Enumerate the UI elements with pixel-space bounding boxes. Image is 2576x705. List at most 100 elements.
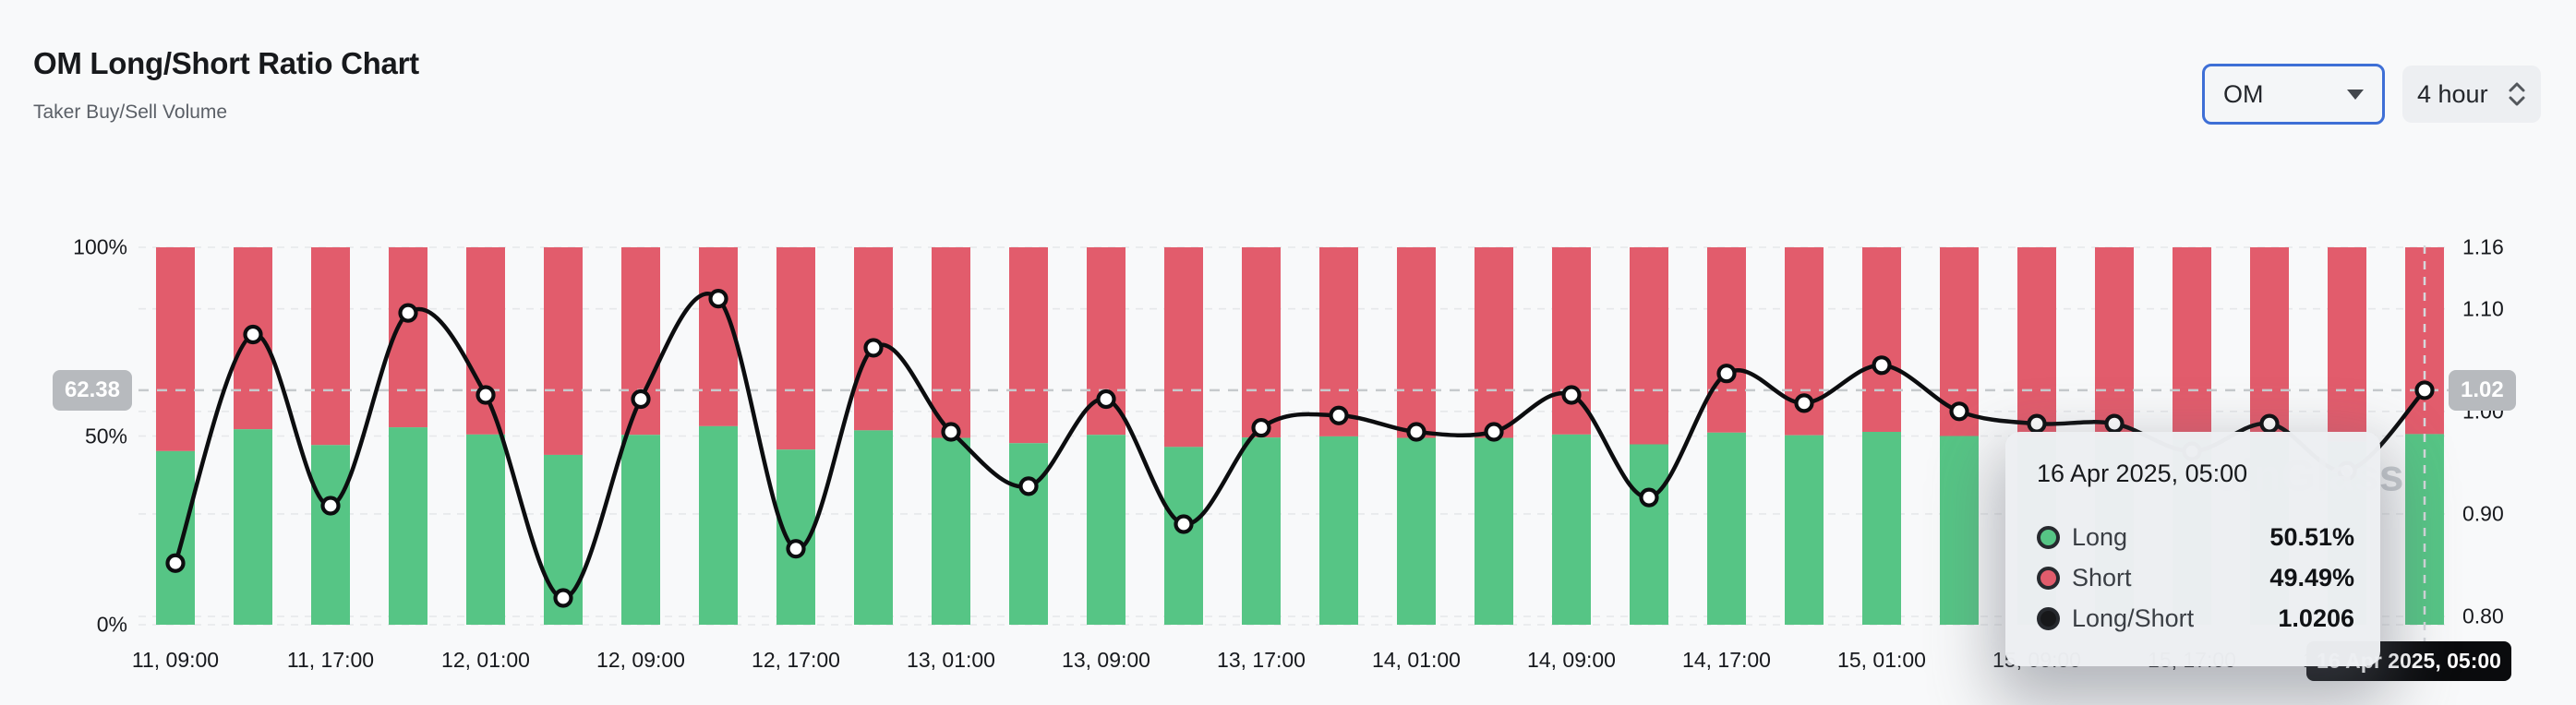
chevron-up-down-icon [2508, 81, 2526, 107]
y-axis-label-right: 1.10 [2462, 296, 2504, 321]
chart-tooltip: 16 Apr 2025, 05:00 Long 50.51% Short 49.… [2005, 432, 2380, 666]
bar-long [1087, 435, 1125, 625]
ratio-dot [1096, 388, 1116, 410]
ratio-dot [243, 324, 263, 345]
ratio-dot [1174, 514, 1194, 534]
page-subtitle: Taker Buy/Sell Volume [33, 102, 228, 123]
x-axis-label: 11, 09:00 [131, 648, 220, 672]
short-dot-icon [2037, 566, 2060, 590]
ratio-dot [475, 385, 496, 405]
bar-short [2250, 247, 2289, 437]
y-axis-label-right: 0.80 [2462, 603, 2504, 628]
tooltip-row-value: 1.0206 [2278, 603, 2354, 632]
bar-short [1475, 247, 1513, 438]
ratio-dot [2104, 413, 2125, 434]
y-axis-label-left: 50% [84, 424, 127, 448]
ratio-dot [2027, 413, 2047, 434]
tooltip-row-value: 49.49% [2269, 563, 2354, 591]
x-axis-label: 14, 09:00 [1527, 648, 1616, 672]
bar-short [2173, 247, 2211, 440]
crosshair-left-badge: 62.38 [52, 370, 132, 411]
ratio-dot [1484, 422, 1504, 442]
bar-short [1630, 247, 1668, 445]
ratio-dot [1329, 405, 1349, 425]
tooltip-row-label: Long [2072, 522, 2128, 551]
x-axis-label: 14, 01:00 [1372, 648, 1461, 672]
ratio-dot [2259, 413, 2280, 434]
bar-long [1164, 447, 1203, 625]
x-axis-label: 12, 01:00 [441, 648, 530, 672]
tooltip-row-ratio: Long/Short 1.0206 [2037, 598, 2354, 639]
bar-short [932, 247, 970, 438]
bar-short [776, 247, 815, 450]
ratio-dot [1406, 422, 1426, 442]
caret-down-icon [2347, 89, 2364, 100]
ratio-dot [1251, 417, 1271, 438]
ratio-dot [708, 288, 728, 309]
bar-short [1164, 247, 1203, 448]
bar-long [621, 435, 660, 625]
symbol-select[interactable]: OM [2202, 64, 2385, 125]
x-axis-label: 13, 09:00 [1062, 648, 1150, 672]
tooltip-row-short: Short 49.49% [2037, 557, 2354, 598]
x-axis-label: 14, 17:00 [1682, 648, 1771, 672]
tooltip-row-long: Long 50.51% [2037, 517, 2354, 557]
ratio-dot [1794, 393, 1814, 413]
page-title: OM Long/Short Ratio Chart [33, 46, 419, 80]
bar-long [1630, 444, 1668, 625]
interval-select[interactable]: 4 hour [2402, 66, 2541, 123]
tooltip-rows: Long 50.51% Short 49.49% Long/Short 1.02… [2037, 517, 2354, 639]
bar-long [1785, 435, 1824, 625]
y-axis-label-right: 0.90 [2462, 501, 2504, 526]
bar-short [1319, 247, 1358, 436]
ratio-dot [1872, 355, 1892, 376]
y-axis-label-right: 1.16 [2462, 234, 2504, 259]
y-axis-label-left: 100% [73, 234, 127, 259]
bar-short [2017, 247, 2056, 437]
x-axis-label: 15, 01:00 [1837, 648, 1926, 672]
tooltip-row-label: Short [2072, 563, 2132, 591]
bar-short [544, 247, 583, 455]
tooltip-row-label: Long/Short [2072, 603, 2195, 632]
bar-short [2328, 247, 2366, 442]
bar-long [389, 427, 427, 625]
bar-long [156, 450, 195, 625]
bar-short [2095, 247, 2134, 437]
ratio-dot [553, 588, 573, 608]
x-axis-label: 12, 17:00 [752, 648, 840, 672]
bar-long [1009, 443, 1048, 625]
long-dot-icon [2037, 525, 2060, 549]
bar-long [1319, 436, 1358, 625]
bar-short [1009, 247, 1048, 444]
bar-long [1862, 432, 1901, 625]
bar-long [234, 429, 272, 625]
ratio-dot [165, 553, 186, 573]
ratio-dot [631, 388, 651, 410]
ratio-dot [1716, 364, 1737, 384]
bar-long [854, 430, 893, 625]
ratio-dot [786, 539, 806, 559]
bar-short [1862, 247, 1901, 433]
tooltip-date: 16 Apr 2025, 05:00 [2037, 460, 2248, 487]
bar-long [466, 434, 505, 625]
symbol-select-value: OM [2223, 79, 2264, 108]
bar-short [1242, 247, 1281, 438]
interval-select-value: 4 hour [2417, 79, 2488, 108]
bar-short [466, 247, 505, 435]
long-short-dot-icon [2037, 606, 2060, 630]
ratio-dot [1018, 476, 1039, 496]
ratio-dot [2414, 380, 2435, 400]
bar-long [699, 425, 738, 625]
bar-long [932, 437, 970, 625]
ratio-dot [1949, 401, 1969, 422]
crosshair-right-badge: 1.02 [2449, 370, 2516, 411]
ratio-dot [320, 496, 341, 516]
ratio-dot [941, 422, 961, 442]
bar-long [1397, 437, 1436, 625]
bar-short [311, 247, 350, 446]
x-axis-label: 12, 09:00 [596, 648, 685, 672]
bar-short [699, 247, 738, 426]
ratio-dot [863, 338, 884, 358]
x-axis-label: 11, 17:00 [286, 648, 375, 672]
